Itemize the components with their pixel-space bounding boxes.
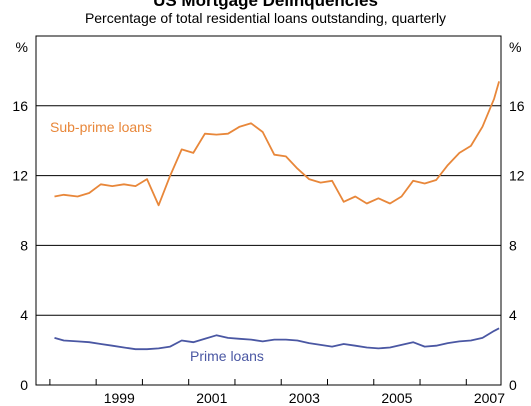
y-tick-label-left: 8	[20, 237, 28, 253]
gridlines	[36, 105, 501, 316]
y-tick-label-right: 8	[509, 237, 517, 253]
y-tick-label-right: 12	[509, 168, 525, 184]
plot-frame	[35, 35, 502, 386]
x-axis-ticks	[49, 379, 467, 385]
x-tick-label: 2005	[381, 390, 412, 406]
series-line-sub-prime	[54, 81, 500, 207]
y-tick-label-right: 0	[509, 377, 517, 393]
chart-subtitle: Percentage of total residential loans ou…	[84, 10, 447, 26]
chart-title: US Mortgage Delinquencies	[153, 0, 378, 10]
y-tick-label-left: 12	[12, 168, 28, 184]
y-tick-label-right: 4	[509, 307, 517, 323]
y-tick-label-left: 4	[20, 307, 28, 323]
x-tick-label: 2007	[474, 390, 505, 406]
y-unit-left: %	[16, 39, 28, 55]
y-tick-label-left: 0	[20, 377, 28, 393]
series-line-prime	[54, 327, 500, 351]
series-label-sub-prime: Sub-prime loans	[50, 119, 152, 135]
y-tick-label-left: 16	[12, 98, 28, 114]
series-lines	[54, 81, 500, 351]
y-unit-right: %	[509, 39, 521, 55]
x-tick-label: 2003	[289, 390, 320, 406]
x-tick-label: 1999	[104, 390, 135, 406]
y-tick-label-right: 16	[509, 98, 525, 114]
x-tick-label: 2001	[196, 390, 227, 406]
labels: 0 0 4 4 8 8 12 12 16 16% % 1999 2001 2003 2005 2007 Sub-…	[12, 39, 524, 406]
series-label-prime: Prime loans	[190, 348, 264, 364]
